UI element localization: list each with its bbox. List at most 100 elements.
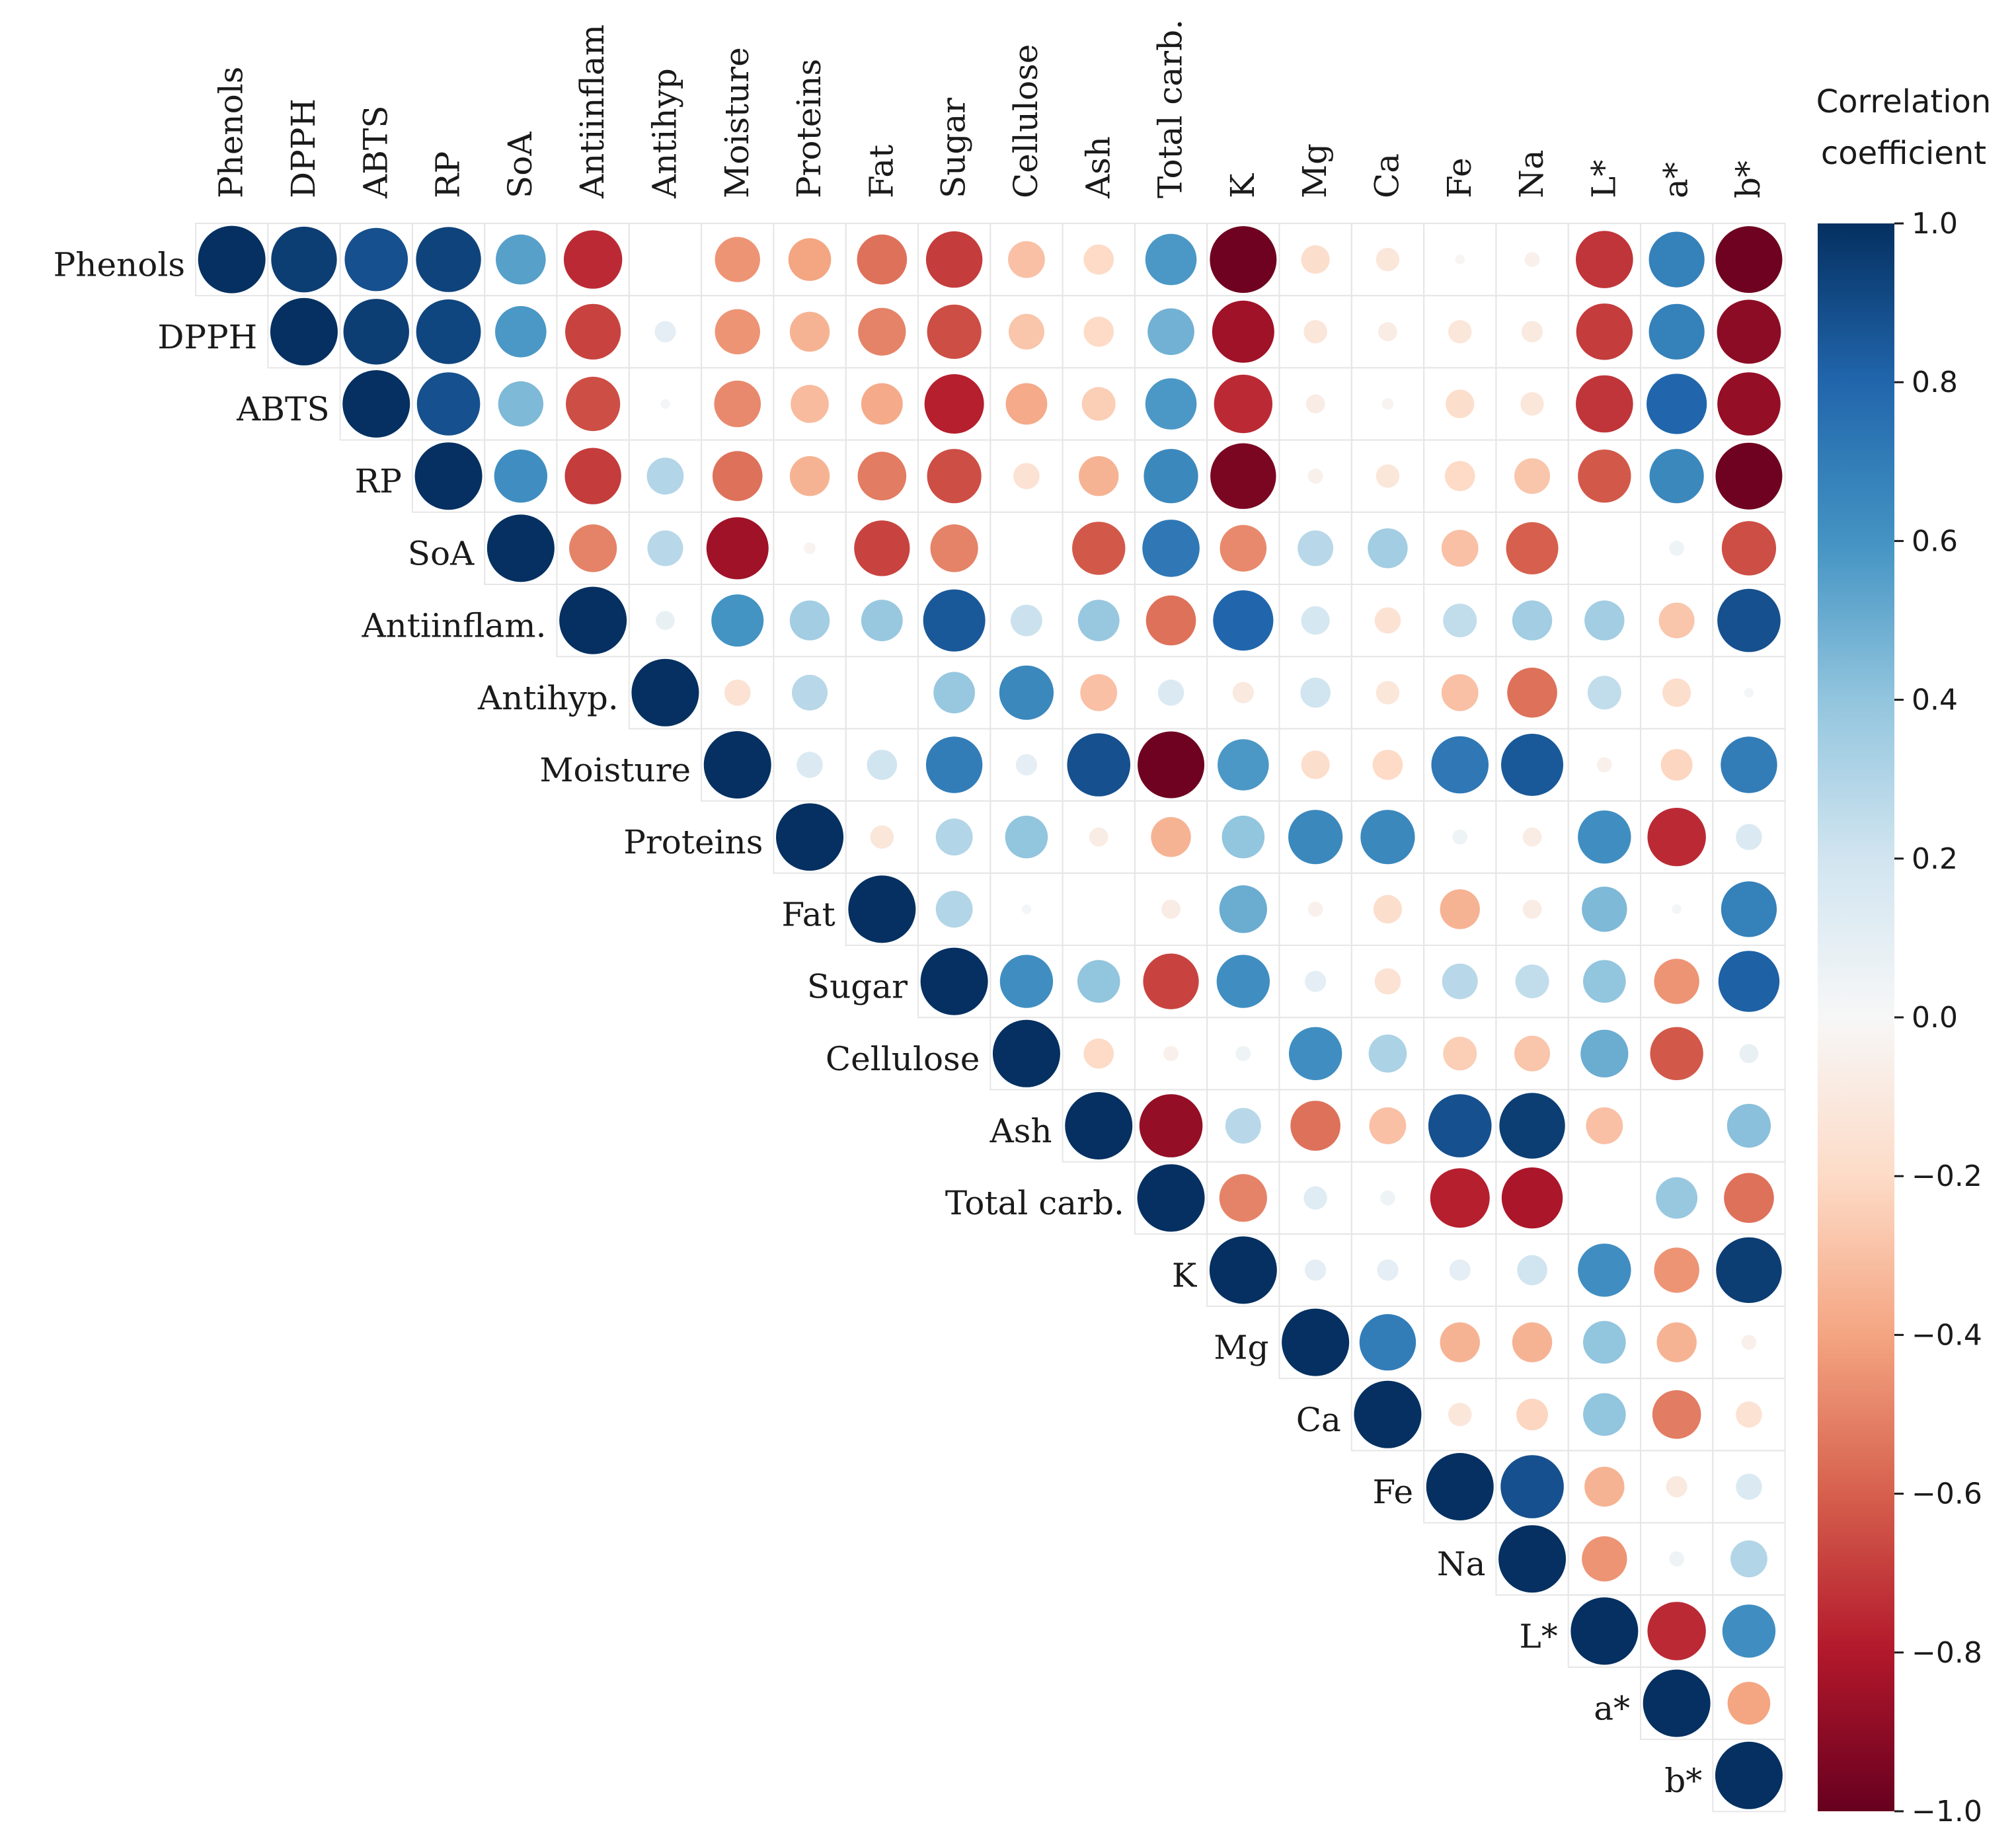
correlation-circle xyxy=(1373,894,1403,923)
correlation-circle xyxy=(1583,1393,1626,1436)
correlation-circle xyxy=(1303,320,1327,344)
correlation-circle xyxy=(1138,731,1205,799)
correlation-circle xyxy=(1301,245,1330,274)
correlation-circle xyxy=(1446,389,1475,418)
correlation-circle xyxy=(1139,1094,1203,1157)
correlation-circle xyxy=(495,306,547,358)
correlation-circle xyxy=(935,890,973,928)
grid-cell xyxy=(989,511,1064,585)
correlation-circle xyxy=(647,530,683,567)
column-label: ABTS xyxy=(356,106,395,199)
row-label: Mg xyxy=(1214,1329,1268,1367)
correlation-circle xyxy=(1715,1741,1783,1809)
correlation-circle xyxy=(1580,1029,1629,1078)
correlation-circle xyxy=(1145,595,1196,646)
correlation-circle xyxy=(1669,541,1685,556)
correlation-circle xyxy=(1658,602,1695,639)
colorbar-tick-label: −0.4 xyxy=(1912,1318,1982,1352)
correlation-circle xyxy=(1225,1108,1261,1144)
correlation-circle xyxy=(565,303,621,360)
correlation-circle xyxy=(416,227,481,292)
correlation-circle xyxy=(1359,1314,1416,1371)
correlation-circle xyxy=(1512,1322,1553,1362)
correlation-circle xyxy=(1654,959,1699,1004)
correlation-circle xyxy=(1368,528,1408,569)
row-label: ABTS xyxy=(236,390,329,428)
correlation-circle xyxy=(1426,1453,1494,1520)
colorbar-tick-label: 0.2 xyxy=(1912,842,1958,876)
colorbar-tick-label: 0.8 xyxy=(1912,366,1958,399)
correlation-circle xyxy=(1011,604,1042,637)
correlation-circle xyxy=(1452,829,1468,845)
correlation-circle xyxy=(1216,955,1270,1008)
correlation-circle xyxy=(1137,1164,1205,1232)
correlation-circle xyxy=(1578,450,1631,503)
correlation-circle xyxy=(660,399,670,409)
correlation-circle xyxy=(1441,674,1479,711)
correlation-circle xyxy=(1578,810,1631,864)
correlation-circle xyxy=(1520,392,1544,416)
correlation-circle xyxy=(1381,398,1394,410)
grid-cell xyxy=(1712,1739,1786,1813)
correlation-circle xyxy=(1443,1037,1477,1071)
correlation-circle xyxy=(1499,1093,1565,1159)
correlation-circle xyxy=(857,451,907,500)
correlation-circle xyxy=(927,304,982,359)
colorbar-tick-label: 1.0 xyxy=(1912,207,1958,241)
correlation-circle xyxy=(1210,443,1276,509)
correlation-circle xyxy=(925,231,983,288)
grid-cell xyxy=(845,656,919,730)
correlation-circle xyxy=(1739,1044,1759,1064)
correlation-circle xyxy=(933,672,976,714)
row-label: Cellulose xyxy=(826,1040,980,1078)
correlation-circle xyxy=(496,234,546,285)
correlation-circle xyxy=(1648,231,1705,288)
correlation-circle xyxy=(1736,1401,1762,1428)
correlation-circle xyxy=(563,230,623,289)
colorbar-tick-label: −0.8 xyxy=(1912,1636,1982,1670)
grid-cell xyxy=(1567,511,1641,585)
correlation-circle xyxy=(1282,1308,1350,1376)
correlation-circle xyxy=(1441,529,1479,567)
correlation-circle xyxy=(1522,827,1542,847)
correlation-circle xyxy=(1298,530,1334,567)
correlation-circle xyxy=(1650,1027,1703,1081)
correlation-circle xyxy=(1582,886,1627,932)
correlation-circle xyxy=(1376,681,1400,705)
colorbar-ticks: 1.0 0.8 0.6 0.4 0.2 0.0 −0.2 −0.4 −0.6 −0.8 −1.0 xyxy=(1894,207,1982,1828)
correlation-circle xyxy=(1521,321,1543,342)
correlation-circle xyxy=(870,825,894,849)
colorbar-tick-label: −0.2 xyxy=(1912,1159,1982,1193)
correlation-circle xyxy=(1517,1255,1547,1286)
correlation-circle xyxy=(1380,1190,1395,1206)
correlation-circle xyxy=(1220,525,1267,572)
correlation-circle xyxy=(566,376,621,432)
correlation-circle xyxy=(1656,1177,1698,1219)
correlation-circle xyxy=(1288,810,1343,865)
correlation-circle xyxy=(861,600,903,641)
correlation-circle xyxy=(715,237,760,282)
correlation-circle xyxy=(1596,757,1612,773)
grid-cell xyxy=(1640,1089,1714,1163)
row-label: RP xyxy=(355,462,402,500)
correlation-circle xyxy=(1232,682,1254,703)
correlation-circle xyxy=(1374,607,1401,634)
correlation-circle xyxy=(1715,226,1783,294)
correlation-circle xyxy=(999,955,1054,1008)
correlation-circle xyxy=(1578,1243,1631,1297)
correlation-circle xyxy=(1013,463,1040,489)
correlation-circle xyxy=(1716,1237,1782,1304)
correlation-circle xyxy=(703,731,771,799)
row-label: Moisture xyxy=(539,751,691,789)
correlation-circle xyxy=(1290,1101,1340,1151)
correlation-circle xyxy=(1724,1173,1774,1223)
correlation-circle xyxy=(1727,1682,1771,1725)
correlation-circle xyxy=(724,680,751,706)
correlation-circle xyxy=(1372,750,1403,780)
correlation-circle xyxy=(1672,904,1682,914)
correlation-circle xyxy=(198,225,266,294)
correlation-circle xyxy=(927,449,982,504)
correlation-circle xyxy=(711,594,764,647)
colorbar: Correlation coefficient 1.0 0.8 0.6 0.4 0.2 0… xyxy=(1816,83,1992,1828)
